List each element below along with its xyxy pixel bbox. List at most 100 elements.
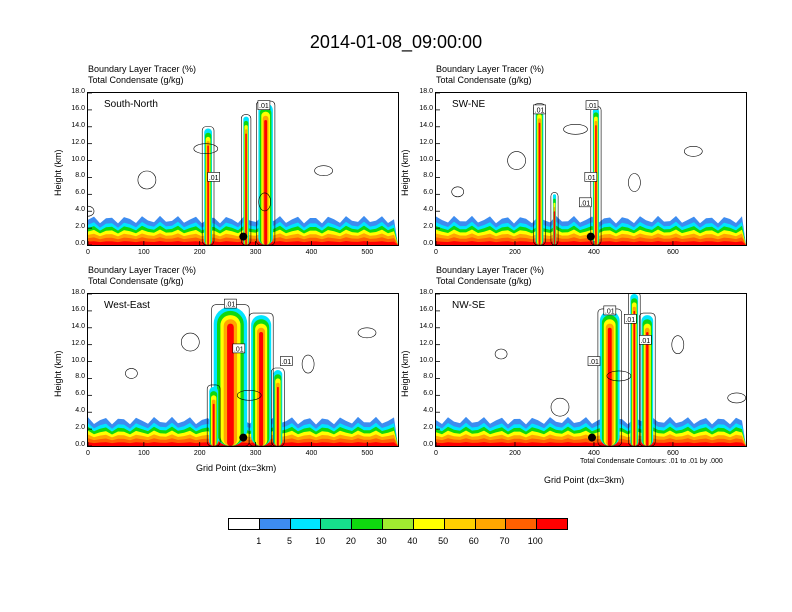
svg-text:.01: .01	[281, 359, 291, 366]
colorbar-swatch	[475, 519, 507, 529]
condensate-contour	[181, 332, 200, 352]
svg-text:.01: .01	[226, 302, 236, 309]
panel-title-condensate: Total Condensate (g/kg)	[436, 276, 532, 286]
svg-text:.01: .01	[605, 308, 615, 315]
y-tick-label: 4.0	[75, 407, 85, 415]
location-marker	[586, 232, 595, 241]
y-tick-label: 10.0	[419, 356, 433, 364]
x-tick-label: 100	[138, 249, 150, 256]
y-tick-label: 10.0	[71, 155, 85, 163]
y-tick-label: 18.0	[419, 88, 433, 95]
colorbar-swatch	[444, 519, 476, 529]
y-tick-label: 6.0	[423, 189, 433, 197]
panel-title-condensate: Total Condensate (g/kg)	[436, 75, 532, 85]
x-axis-label: Grid Point (dx=3km)	[196, 463, 277, 473]
heatmap-svg: .01 .01	[88, 93, 398, 245]
heatmap-svg: .01 .01 .01	[88, 294, 398, 446]
condensate-contour	[125, 368, 138, 379]
y-tick-label: 14.0	[71, 121, 85, 129]
colorbar-swatch	[506, 519, 538, 529]
panel-label: West-East	[104, 300, 150, 311]
colorbar-swatch	[383, 519, 414, 529]
colorbar-label: 1	[256, 536, 262, 546]
svg-text:.01: .01	[209, 175, 219, 182]
x-axis-label: Grid Point (dx=3km)	[544, 475, 625, 485]
condensate-contour	[314, 165, 333, 176]
plume-column	[553, 211, 556, 245]
tracer-layer	[88, 241, 398, 245]
colorbar-label: 60	[468, 536, 479, 546]
colorbar-label: 50	[438, 536, 449, 546]
x-tick-label: 200	[509, 249, 521, 256]
svg-text:.01: .01	[587, 103, 597, 110]
condensate-contour	[271, 367, 285, 446]
plume-column	[264, 120, 268, 245]
contour-label: .01	[224, 298, 237, 309]
panel-title-condensate: Total Condensate (g/kg)	[88, 276, 184, 286]
colorbar-swatch	[352, 519, 384, 529]
y-tick-label: 4.0	[75, 206, 85, 214]
y-tick-label: 2.0	[423, 223, 433, 231]
svg-text:.01: .01	[580, 200, 590, 207]
y-tick-label: 2.0	[75, 223, 85, 231]
y-tick-label: 0.0	[423, 240, 433, 247]
x-tick-label: 200	[509, 450, 521, 457]
panel-label: SW-NE	[452, 99, 486, 110]
location-marker	[239, 232, 248, 241]
plume-column	[607, 327, 612, 446]
y-tick-label: 16.0	[419, 305, 433, 313]
contour-label: .01	[579, 197, 592, 207]
y-tick-label: 8.0	[75, 172, 85, 180]
panel-title-condensate: Total Condensate (g/kg)	[88, 75, 184, 85]
contour-label: .01	[232, 343, 246, 353]
y-tick-label: 12.0	[71, 339, 85, 347]
x-tick-label: 500	[361, 249, 374, 256]
plume-column	[633, 310, 636, 446]
heatmap-svg: .01 .01 .01 .01	[436, 93, 746, 245]
condensate-contour	[88, 205, 95, 217]
condensate-contour	[451, 186, 465, 198]
tracer-layer	[88, 442, 398, 446]
y-tick-label: 8.0	[75, 373, 85, 381]
panel-label: South-North	[104, 99, 158, 110]
y-tick-label: 12.0	[419, 339, 433, 347]
colorbar	[228, 518, 568, 530]
plume-column	[212, 403, 215, 446]
y-tick-label: 6.0	[75, 390, 85, 398]
y-tick-label: 4.0	[423, 407, 433, 415]
contour-label: .01	[624, 313, 637, 324]
x-tick-label: 500	[361, 450, 374, 457]
condensate-contour	[494, 348, 508, 360]
contour-label: .01	[207, 172, 220, 182]
condensate-contour	[606, 370, 632, 382]
colorbar-label: 70	[499, 536, 510, 546]
y-tick-label: 0.0	[75, 240, 85, 247]
x-tick-label: 0	[434, 450, 438, 457]
colorbar-swatch	[321, 519, 353, 529]
y-tick-label: 16.0	[419, 104, 433, 112]
condensate-contour	[533, 103, 546, 245]
plume-column	[538, 122, 541, 245]
tracer-layer	[436, 442, 746, 446]
x-tick-label: 400	[588, 249, 600, 256]
plot-panel-west-east: .01 .01 .01 West-East	[87, 293, 399, 447]
y-tick-label: 8.0	[423, 172, 433, 180]
x-tick-label: 0	[86, 450, 90, 457]
y-tick-label: 14.0	[71, 322, 85, 330]
y-tick-label: 18.0	[419, 289, 433, 296]
condensate-contour	[628, 173, 641, 192]
y-tick-label: 10.0	[419, 155, 433, 163]
panel-label: NW-SE	[452, 300, 486, 311]
x-tick-label: 300	[249, 450, 262, 457]
panel-title-tracer: Boundary Layer Tracer (%)	[436, 64, 545, 74]
panel-title-tracer: Boundary Layer Tracer (%)	[436, 265, 545, 275]
colorbar-label: 20	[345, 536, 356, 546]
colorbar-label: 5	[286, 536, 292, 546]
y-tick-label: 6.0	[423, 390, 433, 398]
condensate-contour	[550, 397, 570, 417]
colorbar-swatch	[537, 519, 567, 529]
condensate-contour	[236, 390, 262, 401]
y-tick-label: 12.0	[71, 138, 85, 146]
plot-panel-nw-se: .01 .01 .01 .01 NW-SE	[435, 293, 747, 447]
contour-note: Total Condensate Contours: .01 to .01 by…	[580, 458, 723, 465]
